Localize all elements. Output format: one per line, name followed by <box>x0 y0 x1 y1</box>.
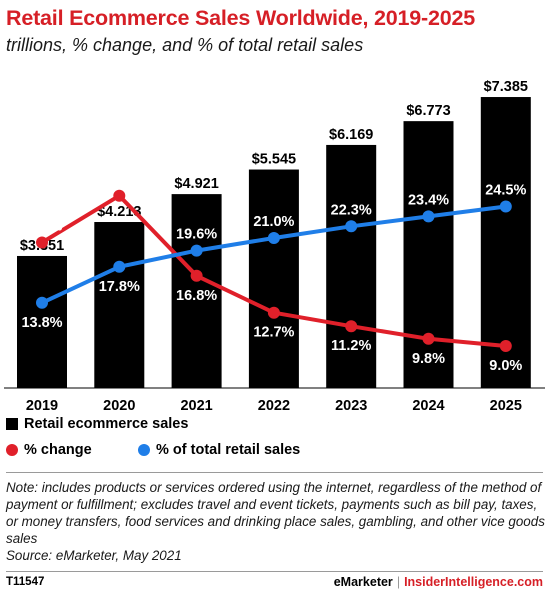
change-label-2020: 25.7% <box>99 172 140 188</box>
footer-site: InsiderIntelligence.com <box>404 575 543 589</box>
change-point-2019 <box>36 236 48 249</box>
x-tick-label-2020: 2020 <box>103 398 135 414</box>
bar-2022 <box>248 169 299 388</box>
x-tick-label-2023: 2023 <box>335 398 367 414</box>
legend-item-bars: Retail ecommerce sales <box>6 416 188 432</box>
change-label-2024: 9.8% <box>412 351 445 367</box>
share-label-2019: 13.8% <box>21 315 62 331</box>
top-rule <box>0 0 549 4</box>
legend-swatch-bars <box>6 418 18 430</box>
share-point-2025 <box>499 200 512 213</box>
chart: $3.351$4.213$4.921$5.545$6.169$6.773$7.3… <box>4 80 545 414</box>
share-point-2023 <box>345 220 358 233</box>
chart-subtitle: trillions, % change, and % of total reta… <box>6 35 364 55</box>
divider-top <box>6 472 543 473</box>
bar-label-2024: $6.773 <box>406 103 450 119</box>
x-tick-label-2021: 2021 <box>180 398 212 414</box>
share-point-2024 <box>422 210 435 223</box>
share-label-2022: 21.0% <box>253 214 294 230</box>
share-point-2020 <box>113 260 126 273</box>
footer-brand: eMarketer | InsiderIntelligence.com <box>334 575 543 589</box>
bar-2020 <box>94 222 145 388</box>
chart-title: Retail Ecommerce Sales Worldwide, 2019-2… <box>6 6 476 30</box>
share-label-2024: 23.4% <box>408 192 449 208</box>
bar-2021 <box>171 194 222 388</box>
divider-bottom <box>6 571 543 572</box>
change-label-2025: 9.0% <box>489 358 522 374</box>
share-label-2021: 19.6% <box>176 227 217 243</box>
bar-2019 <box>17 255 67 388</box>
x-tick-label-2019: 2019 <box>26 398 58 414</box>
legend-item-change: % change <box>6 442 92 458</box>
legend-swatch-change <box>6 444 18 456</box>
x-tick-label-2022: 2022 <box>258 398 290 414</box>
share-point-2021 <box>190 244 203 257</box>
bar-label-2022: $5.545 <box>252 152 296 168</box>
change-label-2023: 11.2% <box>331 338 371 354</box>
bar-label-2023: $6.169 <box>329 127 373 143</box>
bar-label-2025: $7.385 <box>484 80 528 95</box>
change-point-2020 <box>113 189 126 202</box>
change-point-2024 <box>422 332 435 345</box>
share-point-2022 <box>267 232 280 244</box>
legend-label-share: % of total retail sales <box>156 442 301 458</box>
legend-label-bars: Retail ecommerce sales <box>24 416 189 432</box>
footer-separator: | <box>396 575 401 589</box>
bar-2024 <box>403 121 454 388</box>
bar-label-2021: $4.921 <box>174 176 218 192</box>
x-tick-label-2024: 2024 <box>412 398 444 414</box>
change-label-2021: 16.8% <box>176 288 217 304</box>
share-label-2025: 24.5% <box>485 183 526 199</box>
footer-id: T11547 <box>6 576 45 588</box>
note-block: Note: includes products or services orde… <box>6 479 546 564</box>
legend-item-share: % of total retail sales <box>138 442 300 458</box>
share-point-2019 <box>36 296 48 309</box>
change-point-2025 <box>499 340 512 352</box>
change-point-2023 <box>345 320 358 333</box>
note-text: Note: includes products or services orde… <box>6 480 545 546</box>
legend-swatch-share <box>138 444 150 456</box>
change-label-2022: 12.7% <box>253 325 294 341</box>
bar-2025 <box>480 97 531 388</box>
share-label-2023: 22.3% <box>331 202 372 218</box>
change-label-2019: 20.5% <box>21 219 62 235</box>
bar-2023 <box>326 144 377 388</box>
change-point-2022 <box>267 306 280 319</box>
source-text: Source: eMarketer, May 2021 <box>6 548 182 563</box>
share-label-2020: 17.8% <box>99 279 140 295</box>
legend-label-change: % change <box>24 442 92 458</box>
change-point-2021 <box>190 269 203 282</box>
footer-brand-name: eMarketer <box>333 575 393 589</box>
x-tick-label-2025: 2025 <box>490 398 522 414</box>
